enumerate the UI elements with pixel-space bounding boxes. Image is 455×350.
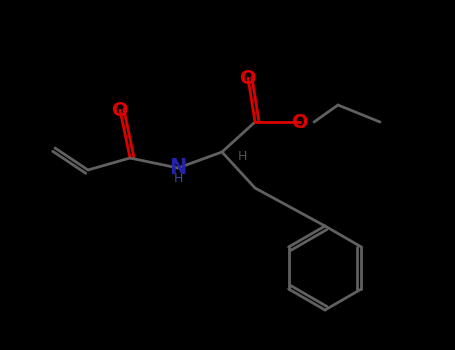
Text: O: O [292,112,308,132]
Text: H: H [173,172,183,184]
Text: N: N [169,158,187,178]
Text: O: O [240,69,256,88]
Text: H: H [238,150,247,163]
Text: O: O [111,100,128,119]
